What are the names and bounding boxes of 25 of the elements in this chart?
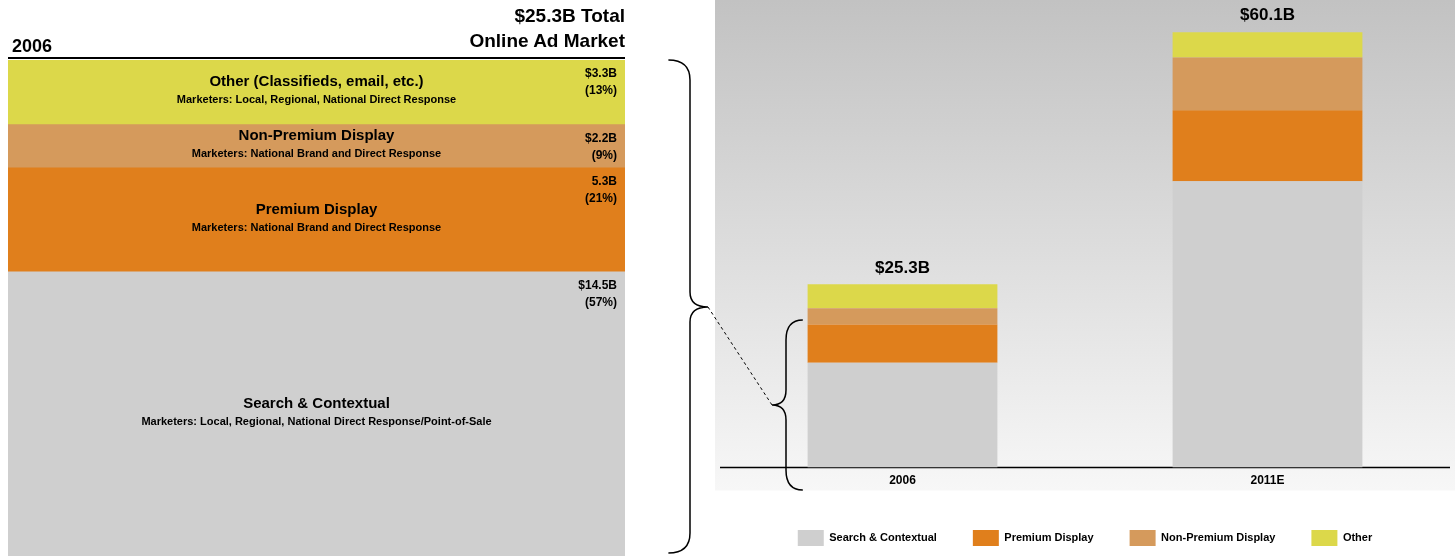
annotation: Marketers: Local, Regional, National Direct Response	[176, 93, 457, 106]
series-label: Search & Contextual	[243, 394, 390, 412]
data-label: 5.3B	[591, 174, 618, 189]
data-label: $2.2B	[584, 131, 618, 146]
annotation: Marketers: Local, Regional, National Direct Response/Point-of-Sale	[141, 414, 492, 427]
annotation: (9%)	[591, 148, 617, 163]
legend-label: Premium Display	[1004, 531, 1095, 544]
series-label: Other (Classifieds, email, etc.)	[209, 72, 424, 90]
annotation: (21%)	[584, 191, 617, 206]
series-label: Non-Premium Display	[238, 126, 396, 144]
annotation: (13%)	[584, 83, 617, 98]
x-tick-label: 2011E	[1250, 473, 1285, 488]
annotation: $60.1B	[1240, 5, 1295, 25]
series-label: Premium Display	[255, 199, 379, 217]
data-label: $14.5B	[578, 278, 618, 293]
chart-subtitle: 2006	[12, 36, 53, 56]
legend-label: Search & Contextual	[829, 531, 937, 544]
annotation: Marketers: National Brand and Direct Response	[191, 220, 442, 233]
legend-label: Non-Premium Display	[1161, 531, 1277, 544]
legend-label: Other	[1342, 531, 1373, 544]
annotation: $25.3B	[875, 257, 930, 277]
annotation: Marketers: National Brand and Direct Response	[191, 147, 442, 160]
chart-title: $25.3B Total Online Ad Market	[469, 5, 626, 51]
annotation: (57%)	[584, 295, 617, 310]
data-label: $3.3B	[584, 66, 618, 81]
